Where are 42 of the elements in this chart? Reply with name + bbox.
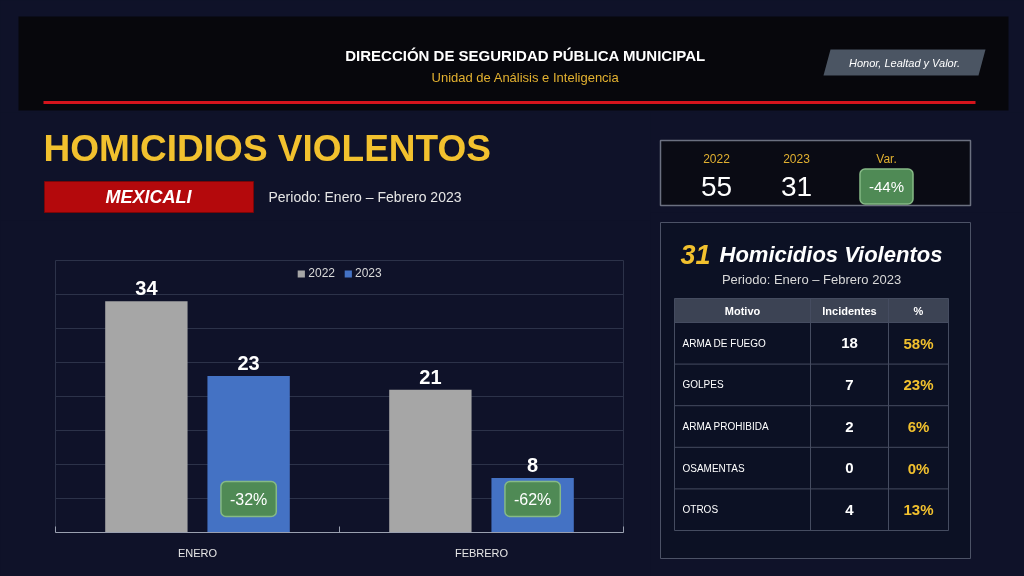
text: 31 Homicidios Violentos: [680, 240, 943, 270]
annotation: -62%: [513, 490, 552, 508]
data-label: 34: [135, 277, 159, 300]
category-label: ARMA PROHIBIDA: [682, 421, 769, 432]
data-label: 23%: [903, 376, 934, 394]
data-label: 0%: [907, 459, 930, 477]
text: 55: [700, 171, 733, 202]
legend-label: 2023: [355, 266, 382, 280]
data-label: 0: [845, 459, 854, 477]
data-label: 13%: [903, 501, 934, 519]
category-label: ARMA DE FUEGO: [682, 337, 767, 349]
data-label: 7: [845, 375, 854, 393]
text: MEXICALI: [105, 187, 193, 207]
text: %: [913, 304, 924, 317]
data-label: 4: [845, 500, 855, 518]
data-label: 23: [237, 352, 260, 375]
x-tick-label: FEBRERO: [454, 546, 509, 559]
category-label: OSAMENTAS: [682, 462, 745, 474]
text: Unidad de Análisis e Inteligencia: [431, 70, 620, 85]
data-label: 6%: [907, 418, 930, 435]
text: DIRECCIÓN DE SEGURIDAD PÚBLICA MUNICIPAL: [345, 47, 706, 64]
text: Var.: [876, 151, 897, 166]
legend-label: 2022: [308, 266, 335, 280]
text: Honor, Lealtad y Valor.: [848, 56, 961, 69]
text: Motivo: [724, 304, 761, 317]
text: 2022: [703, 152, 731, 166]
series-label: Incidentes: [822, 304, 877, 317]
data-label: 21: [419, 365, 442, 388]
category-label: OTROS: [682, 504, 719, 516]
data-label: 58%: [903, 334, 934, 352]
text: -44%: [868, 178, 905, 195]
category-label: GOLPES: [682, 379, 724, 391]
data-label: 2: [845, 417, 854, 435]
data-label: 18: [841, 334, 858, 352]
text: 31: [780, 171, 813, 202]
annotation: -32%: [229, 490, 268, 508]
data-label: 8: [527, 454, 539, 477]
chart-subtitle: Periodo: Enero – Febrero 2023: [268, 189, 462, 205]
text: 2023: [783, 152, 811, 166]
text: Periodo: Enero – Febrero 2023: [721, 272, 902, 287]
chart-title: HOMICIDIOS VIOLENTOS: [43, 128, 491, 169]
x-tick-label: ENERO: [177, 546, 218, 559]
